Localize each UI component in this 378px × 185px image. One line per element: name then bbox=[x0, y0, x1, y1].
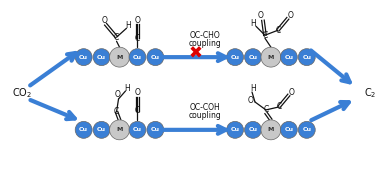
Circle shape bbox=[245, 49, 262, 66]
Text: Cu: Cu bbox=[231, 127, 240, 132]
Text: ✖: ✖ bbox=[188, 44, 202, 62]
Circle shape bbox=[75, 49, 92, 66]
Text: Cu: Cu bbox=[248, 55, 257, 60]
Circle shape bbox=[226, 121, 243, 138]
Circle shape bbox=[280, 121, 297, 138]
Text: M: M bbox=[116, 127, 123, 132]
Text: Cu: Cu bbox=[302, 127, 311, 132]
Text: C: C bbox=[275, 26, 280, 35]
Circle shape bbox=[147, 49, 164, 66]
Text: Cu: Cu bbox=[151, 55, 160, 60]
Circle shape bbox=[75, 121, 92, 138]
Text: M: M bbox=[268, 127, 274, 132]
Text: C: C bbox=[114, 33, 119, 42]
Text: Cu: Cu bbox=[133, 127, 142, 132]
Circle shape bbox=[110, 47, 130, 67]
Text: Cu: Cu bbox=[248, 127, 257, 132]
Text: O: O bbox=[135, 88, 140, 97]
Circle shape bbox=[245, 121, 262, 138]
Text: C: C bbox=[263, 105, 268, 115]
Text: Cu: Cu bbox=[79, 55, 88, 60]
Text: C: C bbox=[262, 31, 268, 40]
Circle shape bbox=[129, 49, 146, 66]
Text: H: H bbox=[250, 19, 256, 28]
Text: O: O bbox=[102, 16, 107, 25]
Text: O: O bbox=[258, 11, 264, 20]
Text: H: H bbox=[125, 83, 130, 92]
Text: O: O bbox=[115, 90, 121, 100]
Text: Cu: Cu bbox=[133, 55, 142, 60]
Text: Cu: Cu bbox=[97, 55, 106, 60]
Text: O: O bbox=[288, 11, 294, 20]
Circle shape bbox=[298, 49, 315, 66]
Circle shape bbox=[129, 121, 146, 138]
Circle shape bbox=[298, 121, 315, 138]
Text: O: O bbox=[289, 88, 295, 97]
Text: C: C bbox=[135, 34, 140, 43]
Circle shape bbox=[93, 49, 110, 66]
Text: C$_2$: C$_2$ bbox=[364, 86, 376, 100]
Text: Cu: Cu bbox=[79, 127, 88, 132]
Text: coupling: coupling bbox=[189, 111, 222, 120]
Text: C: C bbox=[276, 102, 282, 111]
Text: C: C bbox=[114, 107, 119, 116]
Text: Cu: Cu bbox=[151, 127, 160, 132]
Text: H: H bbox=[250, 83, 256, 92]
Circle shape bbox=[280, 49, 297, 66]
Text: OC-CHO: OC-CHO bbox=[190, 31, 220, 40]
Text: coupling: coupling bbox=[189, 39, 222, 48]
Circle shape bbox=[147, 121, 164, 138]
Circle shape bbox=[93, 121, 110, 138]
Circle shape bbox=[261, 120, 281, 140]
Text: Cu: Cu bbox=[231, 55, 240, 60]
Circle shape bbox=[110, 120, 130, 140]
Text: OC-COH: OC-COH bbox=[190, 103, 220, 112]
Text: Cu: Cu bbox=[97, 127, 106, 132]
Text: Cu: Cu bbox=[284, 55, 293, 60]
Text: O: O bbox=[135, 16, 140, 25]
Text: M: M bbox=[116, 55, 123, 60]
Text: M: M bbox=[268, 55, 274, 60]
Text: Cu: Cu bbox=[284, 127, 293, 132]
Text: Cu: Cu bbox=[302, 55, 311, 60]
Circle shape bbox=[226, 49, 243, 66]
Circle shape bbox=[261, 47, 281, 67]
Text: O: O bbox=[248, 96, 254, 105]
Text: CO$_2$: CO$_2$ bbox=[12, 86, 32, 100]
Text: C: C bbox=[135, 106, 140, 115]
Text: H: H bbox=[125, 21, 132, 30]
